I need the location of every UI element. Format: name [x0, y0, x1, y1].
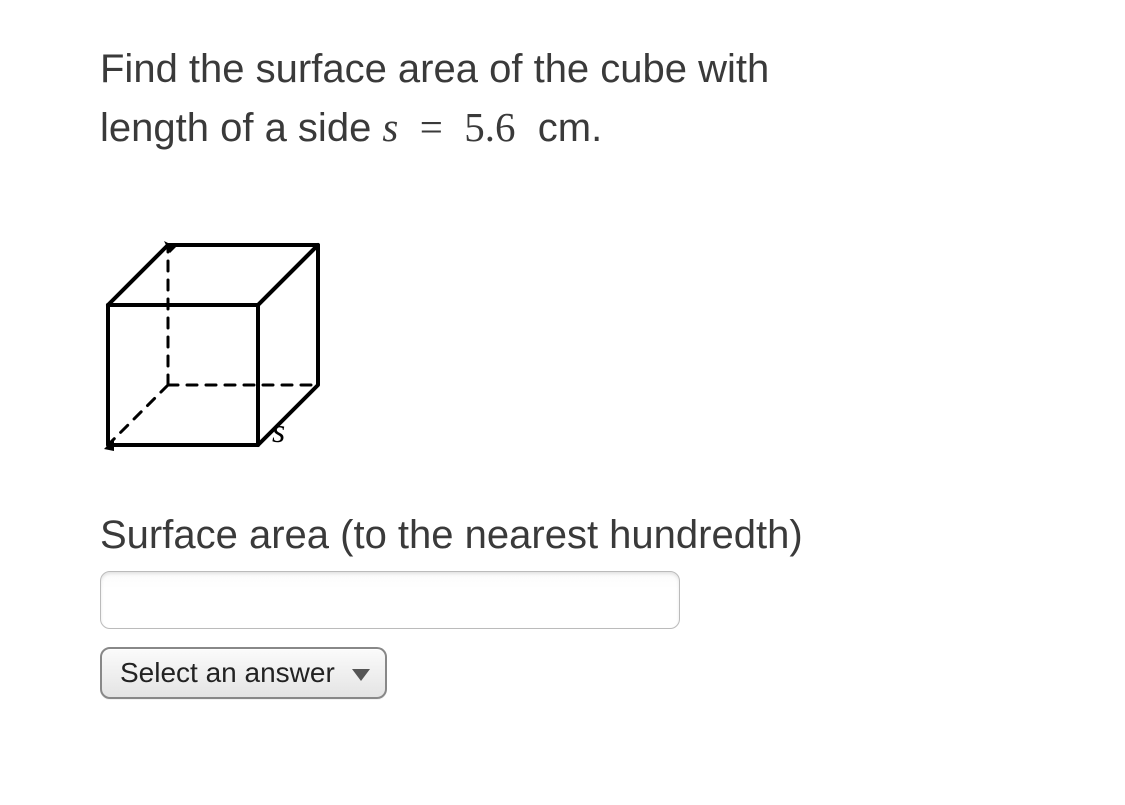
cube-figure: s	[100, 207, 1025, 457]
question-value: 5.6	[464, 104, 515, 150]
question-variable: s	[382, 104, 398, 150]
surface-area-input[interactable]	[100, 571, 680, 629]
cube-side-label: s	[272, 413, 285, 450]
cube-right-face	[258, 245, 318, 445]
cube-edge-depth-bl	[108, 385, 168, 445]
answer-label: Surface area (to the nearest hundredth)	[100, 507, 1025, 563]
cube-svg: s	[100, 207, 350, 452]
unit-select-dropdown[interactable]: Select an answer	[100, 647, 387, 699]
question-unit: cm.	[527, 106, 603, 150]
cube-front-face	[108, 305, 258, 445]
question-text: Find the surface area of the cube with l…	[100, 40, 1025, 157]
question-line1: Find the surface area of the cube with	[100, 47, 769, 91]
question-equals: =	[410, 104, 454, 150]
chevron-down-icon	[351, 657, 371, 689]
dropdown-selected-label: Select an answer	[120, 657, 335, 689]
question-line2-prefix: length of a side	[100, 106, 382, 150]
